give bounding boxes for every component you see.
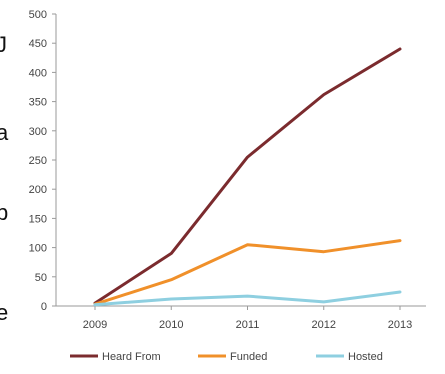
svg-text:a: a <box>0 120 9 145</box>
legend-label-funded: Funded <box>230 351 267 363</box>
legend-label-hosted: Hosted <box>348 351 383 363</box>
y-tick-label: 450 <box>29 38 47 50</box>
y-tick-label: 0 <box>41 301 47 313</box>
y-tick-label: 300 <box>29 126 47 138</box>
y-tick-label: 150 <box>29 213 47 225</box>
svg-text:J: J <box>0 32 7 57</box>
series-line-heard-from <box>93 47 402 305</box>
cropped-edge-text: J a p e <box>0 32 9 325</box>
svg-text:p: p <box>0 200 8 225</box>
x-tick-label: 2012 <box>312 319 336 331</box>
legend-label-heard-from: Heard From <box>102 351 161 363</box>
series-line-hosted <box>93 290 402 307</box>
x-tick-label: 2011 <box>236 319 260 331</box>
y-tick-label: 250 <box>29 155 47 167</box>
y-tick-label: 200 <box>29 184 47 196</box>
y-tick-label: 350 <box>29 97 47 109</box>
x-tick-label: 2009 <box>83 319 107 331</box>
y-axis-ticks: 0 50 100 150 200 250 300 350 400 450 500 <box>29 9 56 313</box>
y-tick-label: 100 <box>29 243 47 255</box>
legend: Heard From Funded Hosted <box>70 351 383 363</box>
x-axis-ticks: 2009 2010 2011 2012 2013 <box>83 306 412 331</box>
y-tick-label: 500 <box>29 9 47 21</box>
x-tick-label: 2010 <box>159 319 183 331</box>
axes <box>55 14 426 307</box>
series-line-funded <box>93 239 402 306</box>
svg-text:e: e <box>0 300 8 325</box>
x-tick-label: 2013 <box>388 319 412 331</box>
y-tick-label: 400 <box>29 67 47 79</box>
y-tick-label: 50 <box>35 272 47 284</box>
series-lines <box>93 47 402 307</box>
